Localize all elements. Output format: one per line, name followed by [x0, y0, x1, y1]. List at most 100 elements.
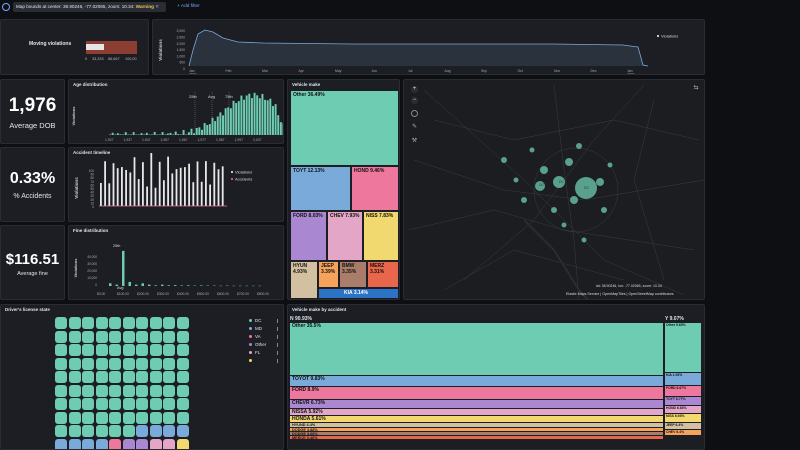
mosaic-cell-n[interactable]: NISSA 5.92% [290, 409, 663, 416]
age-bar[interactable] [250, 98, 253, 135]
add-filter-button[interactable]: + Add filter [177, 4, 200, 9]
age-bar[interactable] [135, 134, 138, 136]
mosaic-cell-y[interactable]: HOND 6.63% [665, 406, 701, 414]
mosaic-cell-y[interactable]: NISS 6.93% [665, 414, 701, 423]
map-zoom-out-button[interactable]: − [411, 97, 418, 104]
waffle-cell[interactable] [163, 411, 175, 424]
mosaic-cell-y[interactable]: Other 9.63% [665, 323, 701, 373]
fine-bar[interactable] [135, 284, 138, 286]
age-bar[interactable] [140, 133, 143, 135]
map-locate-icon[interactable] [411, 110, 418, 117]
age-bar[interactable] [172, 134, 175, 136]
waffle-cell[interactable] [82, 438, 94, 449]
age-bar[interactable] [208, 124, 211, 135]
acc-bar[interactable] [167, 156, 169, 206]
waffle-cell[interactable] [163, 357, 175, 370]
waffle-cell[interactable] [122, 344, 135, 356]
age-bar[interactable] [190, 128, 193, 135]
age-bar[interactable] [174, 131, 177, 135]
age-bar[interactable] [271, 106, 274, 135]
waffle-cell[interactable] [136, 384, 148, 397]
treemap-cell-merz[interactable]: MERZ 3.31% [367, 261, 399, 288]
acc-bar[interactable] [209, 184, 211, 206]
waffle-cell[interactable] [95, 357, 108, 370]
waffle-cell[interactable] [122, 411, 135, 424]
treemap-cell-toyt[interactable]: TOYT 12.13% [290, 166, 351, 211]
age-bar[interactable] [195, 127, 198, 135]
waffle-cell[interactable] [95, 425, 108, 437]
waffle-cell[interactable] [163, 330, 175, 343]
age-bar[interactable] [124, 132, 127, 135]
map-draw-icon[interactable]: ✎ [411, 124, 418, 130]
waffle-cell[interactable] [68, 411, 81, 424]
age-bar[interactable] [109, 134, 111, 136]
age-bar[interactable] [279, 122, 282, 135]
waffle-cell[interactable] [95, 438, 108, 449]
legend-item-other[interactable]: Other [249, 342, 266, 347]
waffle-cell[interactable] [109, 371, 121, 383]
acc-bar[interactable] [179, 167, 182, 206]
age-bar[interactable] [193, 133, 196, 135]
age-bar[interactable] [237, 101, 240, 135]
waffle-cell[interactable] [176, 425, 189, 437]
waffle-cell[interactable] [176, 438, 189, 449]
age-bar[interactable] [235, 103, 238, 135]
map-bubble[interactable] [501, 157, 507, 163]
age-bar[interactable] [224, 108, 227, 135]
fine-bar[interactable] [174, 285, 177, 286]
waffle-cell[interactable] [109, 411, 121, 424]
waffle-cell[interactable] [82, 344, 94, 356]
acc-bar[interactable] [221, 166, 224, 206]
map-layers-icon[interactable]: ⇆ [693, 85, 699, 91]
fine-bar[interactable] [115, 284, 119, 286]
map-bubble[interactable] [513, 177, 519, 183]
waffle-cell[interactable] [149, 411, 162, 424]
age-bar[interactable] [201, 129, 203, 135]
acc-bar[interactable] [137, 179, 140, 206]
fine-bar[interactable] [141, 283, 145, 286]
waffle-cell[interactable] [68, 371, 81, 383]
waffle-cell[interactable] [55, 398, 67, 410]
mosaic-cell-n[interactable]: TOYOT 9.83% [290, 376, 663, 387]
waffle-cell[interactable] [82, 411, 94, 424]
waffle-cell[interactable] [95, 330, 108, 343]
age-bar[interactable] [119, 134, 122, 135]
waffle-cell[interactable] [82, 330, 94, 343]
age-bar[interactable] [216, 116, 219, 135]
age-bar[interactable] [253, 92, 256, 135]
waffle-cell[interactable] [82, 384, 94, 397]
acc-bar[interactable] [213, 162, 216, 206]
waffle-cell[interactable] [109, 344, 121, 356]
map-attribution[interactable]: Elastic Maps Service | OpenMapTiles | Op… [566, 292, 674, 296]
fine-bar[interactable] [200, 285, 203, 286]
waffle-cell[interactable] [163, 317, 175, 329]
map-bubble[interactable] [553, 176, 565, 188]
mosaic-cell-y[interactable]: CHEV 6.4% [665, 430, 701, 436]
waffle-cell[interactable] [55, 411, 67, 424]
age-bar[interactable] [161, 132, 164, 135]
waffle-cell[interactable] [122, 425, 135, 437]
waffle-cell[interactable] [68, 398, 81, 410]
waffle-cell[interactable] [55, 371, 67, 383]
age-bar[interactable] [137, 134, 140, 135]
age-bar[interactable] [198, 127, 201, 135]
treemap-cell-other[interactable]: Other 36.49% [290, 90, 399, 166]
waffle-cell[interactable] [68, 384, 81, 397]
age-bar[interactable] [211, 117, 214, 135]
acc-bar[interactable] [100, 183, 102, 206]
age-bar[interactable] [282, 123, 284, 135]
waffle-cell[interactable] [122, 357, 135, 370]
map-bubble[interactable] [581, 237, 587, 243]
mosaic-cell-y[interactable]: JEEP 6.4% [665, 423, 701, 430]
waffle-cell[interactable] [122, 330, 135, 343]
age-bar[interactable] [156, 134, 159, 136]
waffle-cell[interactable] [136, 357, 148, 370]
waffle-cell[interactable] [55, 317, 67, 329]
waffle-cell[interactable] [95, 384, 108, 397]
waffle-cell[interactable] [95, 398, 108, 410]
age-bar[interactable] [182, 129, 185, 135]
acc-bar[interactable] [121, 167, 123, 206]
waffle-cell[interactable] [149, 398, 162, 410]
age-bar[interactable] [248, 93, 251, 135]
filter-pill[interactable]: Map bounds at center: 38.90246, -77.0206… [13, 2, 166, 12]
